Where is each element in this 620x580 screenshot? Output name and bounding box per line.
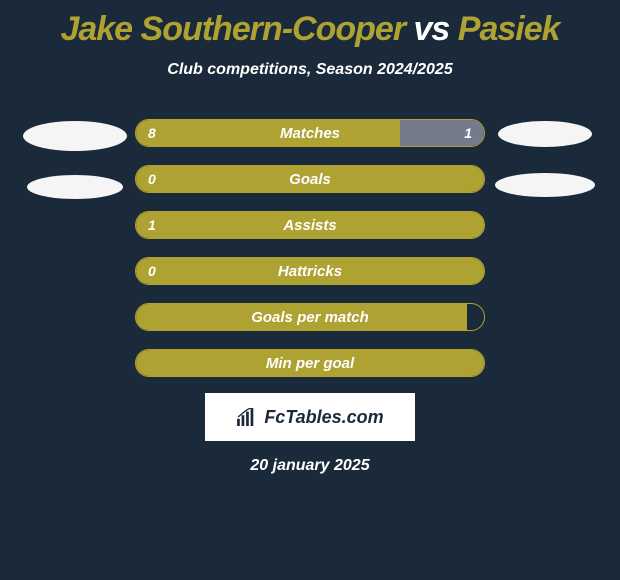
- player2-name: Pasiek: [458, 10, 560, 48]
- stat-bar: 0Hattricks: [135, 257, 485, 285]
- player1-team-logo: [23, 121, 127, 151]
- logo-text: FcTables.com: [264, 407, 383, 428]
- bar-label: Matches: [136, 120, 484, 146]
- player1-avatar: [27, 175, 123, 199]
- footer-date: 20 january 2025: [250, 457, 369, 475]
- logo-box: FcTables.com: [205, 393, 415, 441]
- player1-name: Jake Southern-Cooper: [60, 10, 405, 48]
- comparison-widget: Jake Southern-Cooper vs Pasiek Club comp…: [0, 0, 620, 580]
- bar-label: Goals: [136, 166, 484, 192]
- chart-area: 81Matches 0Goals 1Assists 0Hattricks Goals p…: [0, 119, 620, 377]
- bar-label: Hattricks: [136, 258, 484, 284]
- player2-team-logo: [498, 121, 592, 147]
- page-title: Jake Southern-Cooper vs Pasiek: [60, 10, 559, 49]
- stat-bar: Min per goal: [135, 349, 485, 377]
- vs-text: vs: [414, 10, 450, 48]
- bar-chart-icon: [236, 408, 258, 426]
- stat-bar: 1Assists: [135, 211, 485, 239]
- bars-container: 81Matches 0Goals 1Assists 0Hattricks Goals p…: [135, 119, 485, 377]
- logo: FcTables.com: [236, 407, 383, 428]
- player2-avatar: [495, 173, 595, 197]
- left-avatar-col: [15, 119, 135, 199]
- bar-label: Min per goal: [136, 350, 484, 376]
- stat-bar: 81Matches: [135, 119, 485, 147]
- bar-label: Assists: [136, 212, 484, 238]
- stat-bar: 0Goals: [135, 165, 485, 193]
- subtitle: Club competitions, Season 2024/2025: [167, 61, 452, 79]
- stat-bar: Goals per match: [135, 303, 485, 331]
- right-avatar-col: [485, 119, 605, 197]
- bar-label: Goals per match: [136, 304, 484, 330]
